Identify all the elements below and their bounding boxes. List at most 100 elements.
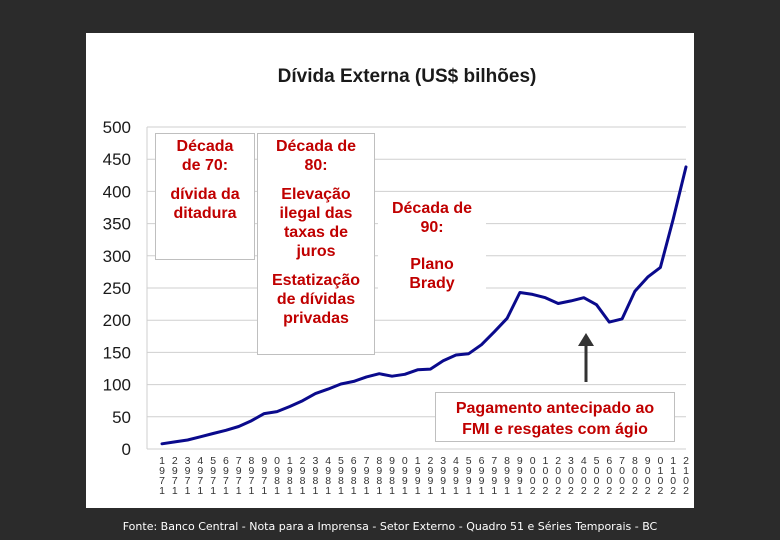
x-tick-char: 3 [440, 455, 446, 467]
x-tick-char: 9 [466, 465, 472, 477]
annotation-text: 80: [304, 157, 328, 174]
x-tick-char: 0 [606, 465, 612, 477]
annotation-text: taxas de [283, 224, 349, 241]
x-tick-char: 1 [402, 485, 408, 497]
x-tick-char: 0 [594, 465, 600, 477]
x-tick-char: 1 [287, 455, 293, 467]
x-tick-char: 1 [325, 485, 331, 497]
x-tick-char: 1 [312, 485, 318, 497]
x-tick-char: 2 [645, 485, 651, 497]
x-tick-char: 1 [364, 485, 370, 497]
annotation-text: Década [176, 138, 234, 155]
x-tick-char: 8 [632, 455, 638, 467]
x-tick-char: 9 [427, 465, 433, 477]
annotation-text: de 70: [181, 157, 229, 174]
x-tick-char: 2 [555, 485, 561, 497]
annotation-text: Plano [410, 256, 454, 273]
y-tick-label: 300 [103, 247, 131, 266]
x-tick-char: 2 [568, 485, 574, 497]
x-tick-char: 9 [415, 475, 421, 487]
x-tick-char: 9 [210, 465, 216, 477]
annotation-text: de dívidas [276, 291, 356, 308]
annotation-text: Década de [391, 200, 473, 217]
x-tick-char: 2 [530, 485, 536, 497]
x-tick-char: 0 [402, 455, 408, 467]
y-tick-label: 200 [103, 311, 131, 330]
x-tick-char: 7 [236, 455, 242, 467]
x-tick-char: 0 [632, 475, 638, 487]
x-tick-char: 9 [504, 475, 510, 487]
annotation-text: ditadura [173, 205, 237, 222]
x-tick-char: 1 [658, 465, 664, 477]
x-tick-char: 8 [351, 475, 357, 487]
x-tick-char: 8 [300, 475, 306, 487]
x-tick-char: 2 [542, 485, 548, 497]
x-tick-char: 0 [568, 475, 574, 487]
annotation-text: Década de [275, 138, 357, 155]
x-tick-char: 7 [197, 475, 203, 487]
y-tick-label: 400 [103, 182, 131, 201]
x-tick-char: 9 [249, 465, 255, 477]
x-tick-char: 9 [223, 465, 229, 477]
x-tick-char: 7 [491, 455, 497, 467]
x-tick-char: 0 [530, 475, 536, 487]
x-tick-char: 1 [185, 485, 191, 497]
x-tick-char: 2 [555, 455, 561, 467]
y-axis: 0 50 100 150 200 250 300 350 400 450 500 [103, 118, 131, 459]
x-tick-char: 0 [274, 455, 280, 467]
x-tick-char: 9 [376, 465, 382, 477]
x-tick-char: 9 [453, 465, 459, 477]
x-tick-char: 1 [389, 485, 395, 497]
x-tick-char: 7 [236, 475, 242, 487]
y-tick-label: 250 [103, 279, 131, 298]
arrow-head [578, 333, 594, 346]
x-tick-char: 2 [632, 485, 638, 497]
x-tick-char: 1 [491, 485, 497, 497]
y-tick-label: 350 [103, 215, 131, 234]
x-tick-char: 1 [440, 485, 446, 497]
annotation-text: dívida da [170, 186, 240, 203]
x-tick-char: 2 [581, 485, 587, 497]
x-tick-char: 0 [645, 465, 651, 477]
series-layer [160, 165, 688, 446]
x-tick-char: 9 [312, 465, 318, 477]
x-tick-char: 8 [504, 455, 510, 467]
x-tick-char: 4 [581, 455, 587, 467]
annotation-fmi: Pagamento antecipado ao FMI e resgates c… [435, 392, 675, 442]
x-tick-char: 1 [504, 485, 510, 497]
x-tick-char: 7 [210, 475, 216, 487]
source-footnote: Fonte: Banco Central - Nota para a Impre… [122, 520, 658, 533]
x-tick-char: 6 [479, 455, 485, 467]
x-tick-char: 0 [658, 455, 664, 467]
x-tick-char: 9 [402, 465, 408, 477]
x-tick-char: 1 [172, 485, 178, 497]
x-tick-char: 2 [619, 485, 625, 497]
x-tick-char: 8 [338, 475, 344, 487]
x-tick-char: 7 [172, 475, 178, 487]
x-tick-char: 0 [619, 465, 625, 477]
annotation-decade-70: Década de 70: dívida da ditadura [155, 133, 255, 260]
x-tick-char: 2 [594, 485, 600, 497]
x-tick-char: 0 [530, 465, 536, 477]
annotation-text: 90: [420, 219, 444, 236]
x-tick-char: 1 [197, 485, 203, 497]
x-tick-char: 9 [261, 465, 267, 477]
